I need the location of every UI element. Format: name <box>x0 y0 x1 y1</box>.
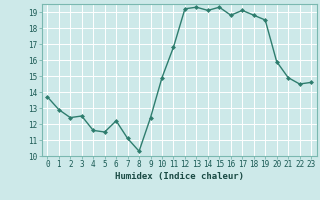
X-axis label: Humidex (Indice chaleur): Humidex (Indice chaleur) <box>115 172 244 181</box>
